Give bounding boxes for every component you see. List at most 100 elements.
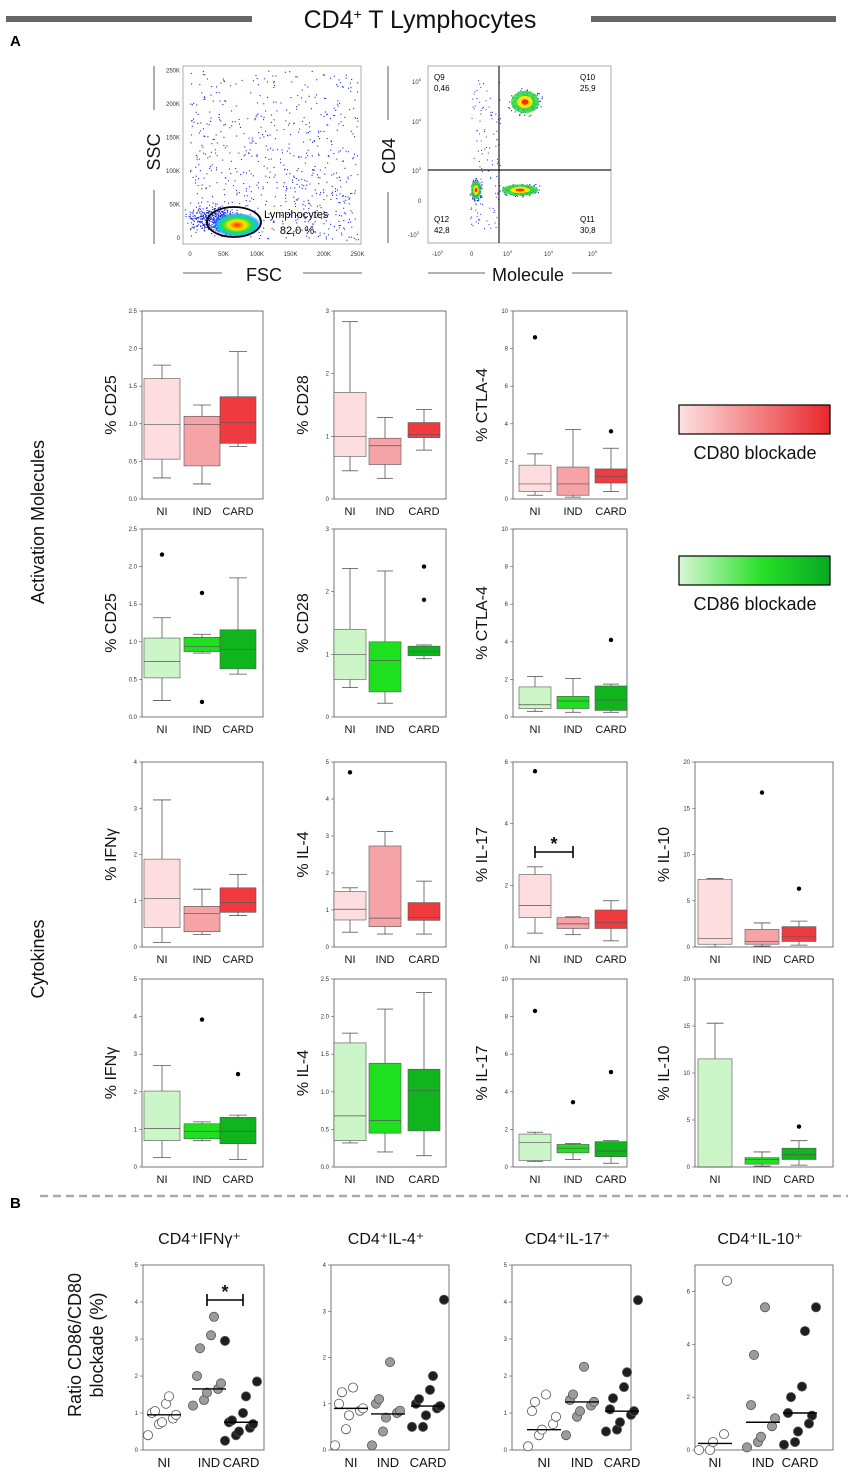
x-category-label: IND <box>564 724 583 736</box>
flow-event <box>316 205 318 207</box>
flow-event <box>479 166 481 168</box>
flow-event <box>224 123 226 126</box>
flow-event <box>336 198 338 200</box>
flow-event <box>337 85 339 87</box>
data-point <box>142 1430 153 1441</box>
ssc-tick-label: 50K <box>169 203 180 209</box>
flow-event <box>210 228 213 230</box>
flow-event <box>208 211 210 213</box>
flow-event <box>488 224 490 226</box>
flow-event <box>338 79 340 81</box>
flow-event <box>188 216 190 218</box>
flow-quadrant-xlabel: Molecule <box>492 265 564 285</box>
flow-event <box>312 141 314 143</box>
flow-event <box>228 168 230 170</box>
ssc-tick-label: 100K <box>166 169 180 175</box>
flow-event <box>539 185 541 187</box>
flow-event <box>284 194 287 196</box>
flow-event <box>344 167 346 169</box>
boxplot--ctla-4-cd86: 0 2 4 6 8 10 % CTLA-4 NI IND CARD <box>474 527 628 736</box>
flow-event <box>256 154 258 156</box>
flow-event <box>214 235 216 237</box>
flow-event <box>349 109 351 111</box>
flow-event <box>308 122 310 124</box>
flow-event <box>299 128 301 130</box>
flow-event <box>206 209 208 212</box>
flow-event <box>293 196 295 198</box>
flow-event <box>470 217 472 219</box>
legend-cd80-swatch <box>678 404 831 435</box>
flow-event <box>496 130 498 132</box>
flow-event <box>270 114 273 116</box>
flow-event <box>213 219 215 221</box>
flow-event <box>190 169 192 172</box>
flow-event <box>497 158 499 160</box>
x-category-label: NI <box>158 1455 171 1470</box>
flow-event <box>203 152 205 154</box>
y-tick-label: 20 <box>683 760 690 766</box>
box-ind <box>556 917 590 929</box>
flow-event <box>224 212 226 214</box>
flow-event <box>509 107 511 110</box>
flow-event <box>320 207 322 209</box>
flow-event <box>267 149 269 151</box>
flow-event <box>189 215 191 217</box>
flow-event <box>211 86 213 88</box>
y-tick-label: 1.5 <box>129 384 138 390</box>
flow-event <box>480 86 482 88</box>
plot-frame <box>512 528 628 718</box>
y-tick-label: 4 <box>687 1342 691 1348</box>
flow-event <box>273 81 275 83</box>
flow-event <box>474 198 476 200</box>
y-tick-label: 2.5 <box>129 309 138 315</box>
flow-event <box>502 186 504 188</box>
flow-event <box>206 78 209 80</box>
flow-event <box>480 113 482 115</box>
flow-event <box>317 136 319 138</box>
flow-event <box>336 84 338 86</box>
flow-event <box>199 210 201 212</box>
y-tick-label: 1 <box>134 899 138 905</box>
flow-event <box>477 150 479 152</box>
x-category-label: CARD <box>408 506 439 518</box>
flow-event <box>350 210 352 212</box>
flow-event <box>200 122 202 124</box>
flow-event <box>479 83 481 85</box>
flow-event <box>199 150 201 152</box>
flow-event <box>519 115 521 117</box>
flow-event <box>202 128 205 130</box>
y-tick-label: 0 <box>326 945 330 951</box>
flow-event <box>251 139 253 141</box>
flow-event <box>217 216 220 218</box>
flow-event <box>345 74 347 76</box>
flow-event <box>306 180 308 182</box>
flow-event <box>244 154 246 156</box>
flow-event <box>195 179 197 181</box>
flow-event <box>204 96 206 98</box>
flow-event <box>273 84 275 86</box>
flow-event <box>260 115 262 117</box>
flow-event <box>202 208 204 210</box>
flow-event <box>195 166 197 168</box>
flow-event <box>273 176 275 178</box>
outlier-point <box>796 1124 802 1129</box>
flow-event <box>307 199 309 201</box>
qy-tick: -103 <box>408 230 420 239</box>
flow-event <box>207 201 209 203</box>
y-tick-label: 1 <box>326 434 330 440</box>
data-point <box>797 1381 808 1392</box>
flow-event <box>479 133 481 135</box>
flow-event <box>522 196 524 198</box>
flow-event <box>304 162 306 164</box>
y-tick-label: 0 <box>505 945 509 951</box>
flow-event <box>338 123 340 125</box>
flow-event <box>477 219 479 221</box>
data-point <box>811 1302 822 1313</box>
flow-event <box>297 95 299 97</box>
flow-event <box>325 97 327 100</box>
flow-event <box>327 162 329 164</box>
flow-event <box>490 177 492 179</box>
flow-event <box>497 161 499 163</box>
legend-cd80: CD80 blockade <box>678 404 831 463</box>
ratio-ylabel-line1: Ratio CD86/CD80 <box>65 1273 85 1417</box>
